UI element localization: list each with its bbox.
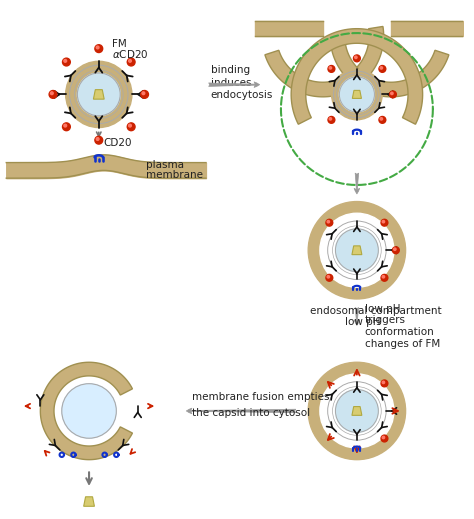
Text: plasma: plasma bbox=[146, 159, 183, 170]
Circle shape bbox=[382, 221, 384, 223]
Circle shape bbox=[64, 124, 67, 127]
Circle shape bbox=[355, 56, 357, 59]
Text: endosomal compartment: endosomal compartment bbox=[310, 306, 442, 316]
Polygon shape bbox=[84, 497, 94, 507]
Polygon shape bbox=[352, 406, 362, 415]
Circle shape bbox=[382, 381, 384, 384]
Text: low pH: low pH bbox=[345, 317, 381, 327]
Circle shape bbox=[95, 136, 103, 144]
Circle shape bbox=[308, 362, 406, 460]
Circle shape bbox=[62, 384, 116, 438]
Circle shape bbox=[391, 92, 393, 94]
Circle shape bbox=[308, 201, 406, 299]
Circle shape bbox=[96, 46, 99, 49]
Circle shape bbox=[354, 55, 360, 62]
Circle shape bbox=[381, 380, 388, 387]
Circle shape bbox=[63, 58, 70, 66]
Circle shape bbox=[77, 73, 120, 116]
Text: CD20: CD20 bbox=[104, 138, 132, 148]
Circle shape bbox=[329, 67, 332, 69]
Circle shape bbox=[141, 90, 148, 98]
Circle shape bbox=[49, 90, 57, 98]
Circle shape bbox=[379, 65, 386, 72]
Circle shape bbox=[96, 138, 99, 140]
Circle shape bbox=[128, 60, 131, 62]
Text: $\alpha$CD20: $\alpha$CD20 bbox=[112, 48, 149, 60]
Circle shape bbox=[64, 60, 67, 62]
Polygon shape bbox=[352, 90, 362, 99]
Text: low pH: low pH bbox=[365, 304, 400, 313]
Circle shape bbox=[393, 248, 396, 251]
Circle shape bbox=[380, 118, 383, 120]
Polygon shape bbox=[330, 36, 449, 97]
Text: changes of FM: changes of FM bbox=[365, 339, 440, 349]
Circle shape bbox=[332, 69, 382, 120]
Text: induces: induces bbox=[211, 78, 251, 88]
Text: conformation: conformation bbox=[365, 327, 435, 337]
Circle shape bbox=[326, 275, 333, 281]
Circle shape bbox=[336, 229, 378, 271]
Circle shape bbox=[320, 374, 394, 448]
Circle shape bbox=[50, 92, 53, 94]
Circle shape bbox=[328, 65, 335, 72]
Polygon shape bbox=[352, 246, 362, 255]
Circle shape bbox=[127, 123, 135, 131]
Circle shape bbox=[142, 92, 145, 94]
Text: binding: binding bbox=[211, 65, 250, 75]
Text: membrane fusion empties: membrane fusion empties bbox=[192, 392, 330, 402]
Circle shape bbox=[63, 123, 70, 131]
Circle shape bbox=[127, 58, 135, 66]
Circle shape bbox=[382, 436, 384, 439]
Circle shape bbox=[327, 276, 329, 278]
Text: the capsid into cytosol: the capsid into cytosol bbox=[192, 408, 310, 418]
Polygon shape bbox=[265, 26, 383, 97]
Circle shape bbox=[379, 116, 386, 124]
Circle shape bbox=[339, 77, 374, 112]
Circle shape bbox=[128, 124, 131, 127]
Circle shape bbox=[381, 275, 388, 281]
Circle shape bbox=[381, 220, 388, 226]
Text: FM: FM bbox=[112, 39, 127, 49]
Circle shape bbox=[326, 220, 333, 226]
Circle shape bbox=[381, 435, 388, 442]
Circle shape bbox=[382, 276, 384, 278]
Circle shape bbox=[336, 390, 378, 432]
Text: endocytosis: endocytosis bbox=[211, 90, 273, 100]
Text: triggers: triggers bbox=[365, 316, 406, 325]
Polygon shape bbox=[93, 90, 104, 99]
Circle shape bbox=[392, 247, 399, 254]
Circle shape bbox=[66, 61, 132, 128]
Circle shape bbox=[380, 67, 383, 69]
Circle shape bbox=[320, 213, 394, 287]
Text: membrane: membrane bbox=[146, 170, 202, 180]
Circle shape bbox=[328, 116, 335, 124]
Circle shape bbox=[327, 221, 329, 223]
Circle shape bbox=[329, 118, 332, 120]
Circle shape bbox=[390, 91, 396, 98]
Polygon shape bbox=[291, 29, 423, 124]
Circle shape bbox=[95, 45, 103, 52]
Polygon shape bbox=[40, 362, 132, 460]
